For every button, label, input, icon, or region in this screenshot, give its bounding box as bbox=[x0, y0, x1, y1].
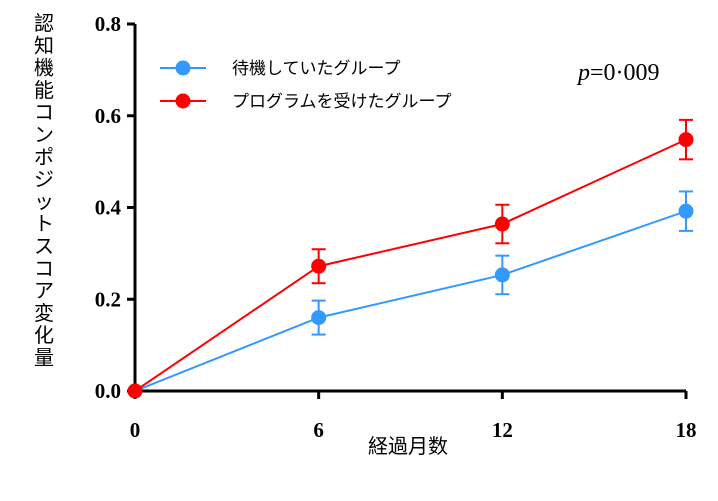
y-axis-label-char: ン bbox=[34, 123, 54, 147]
x-tick-label: 12 bbox=[492, 418, 513, 442]
series-1 bbox=[127, 190, 694, 399]
legend-label: プログラムを受けたグループ bbox=[232, 92, 451, 112]
x-tick-label: 0 bbox=[130, 418, 141, 442]
y-axis-label-char: ス bbox=[34, 234, 54, 258]
data-point bbox=[127, 383, 143, 399]
y-axis-label-char: ト bbox=[34, 212, 54, 236]
y-tick-label: 0.4 bbox=[95, 196, 122, 220]
series-layer bbox=[127, 118, 694, 399]
data-point bbox=[678, 132, 694, 148]
p-value-number: =0·009 bbox=[590, 60, 660, 86]
x-axis-ticks: 0 6 12 18 bbox=[130, 391, 697, 442]
data-point bbox=[311, 258, 327, 274]
y-axis-label-char: 化 bbox=[34, 323, 54, 347]
y-tick-label: 0.2 bbox=[95, 287, 121, 311]
y-axis-label-char: 機 bbox=[34, 56, 54, 80]
y-axis-label-char: ポ bbox=[34, 145, 54, 169]
y-tick-label: 0.8 bbox=[95, 12, 121, 36]
y-axis-label-char: 能 bbox=[34, 78, 54, 102]
x-tick-label: 18 bbox=[676, 418, 697, 442]
y-tick-label: 0.6 bbox=[95, 104, 121, 128]
legend-marker bbox=[175, 60, 191, 76]
data-point bbox=[494, 216, 510, 232]
data-point bbox=[678, 203, 694, 219]
data-point bbox=[494, 267, 510, 283]
y-axis-label-char: ッ bbox=[34, 189, 54, 213]
legend-item: 待機していたグループ bbox=[160, 59, 400, 79]
y-axis-label-char: コ bbox=[34, 256, 54, 280]
y-axis-label-char: 量 bbox=[34, 346, 54, 370]
legend-marker bbox=[175, 93, 191, 109]
y-axis-label-char: ア bbox=[34, 279, 54, 303]
y-axis-label-char: コ bbox=[34, 100, 54, 124]
y-axis-label-char: ジ bbox=[34, 167, 54, 191]
p-value-annotation: p=0·009 bbox=[576, 60, 660, 86]
y-axis-label-char: 認 bbox=[34, 11, 54, 35]
y-tick-label: 0.0 bbox=[95, 379, 121, 403]
legend-label: 待機していたグループ bbox=[232, 59, 400, 79]
y-axis-label-char: 知 bbox=[34, 33, 54, 57]
p-value-symbol: p bbox=[576, 60, 590, 86]
y-axis-label-char: 変 bbox=[34, 301, 54, 325]
series-2 bbox=[127, 118, 694, 399]
x-tick-label: 6 bbox=[313, 418, 324, 442]
y-axis-ticks: 0.0 0.2 0.4 0.6 0.8 bbox=[95, 12, 135, 403]
series-line bbox=[134, 210, 687, 392]
data-point bbox=[311, 310, 327, 326]
legend-item: プログラムを受けたグループ bbox=[160, 92, 451, 112]
x-axis-label: 経過月数 bbox=[368, 434, 448, 458]
series-line bbox=[134, 138, 687, 392]
